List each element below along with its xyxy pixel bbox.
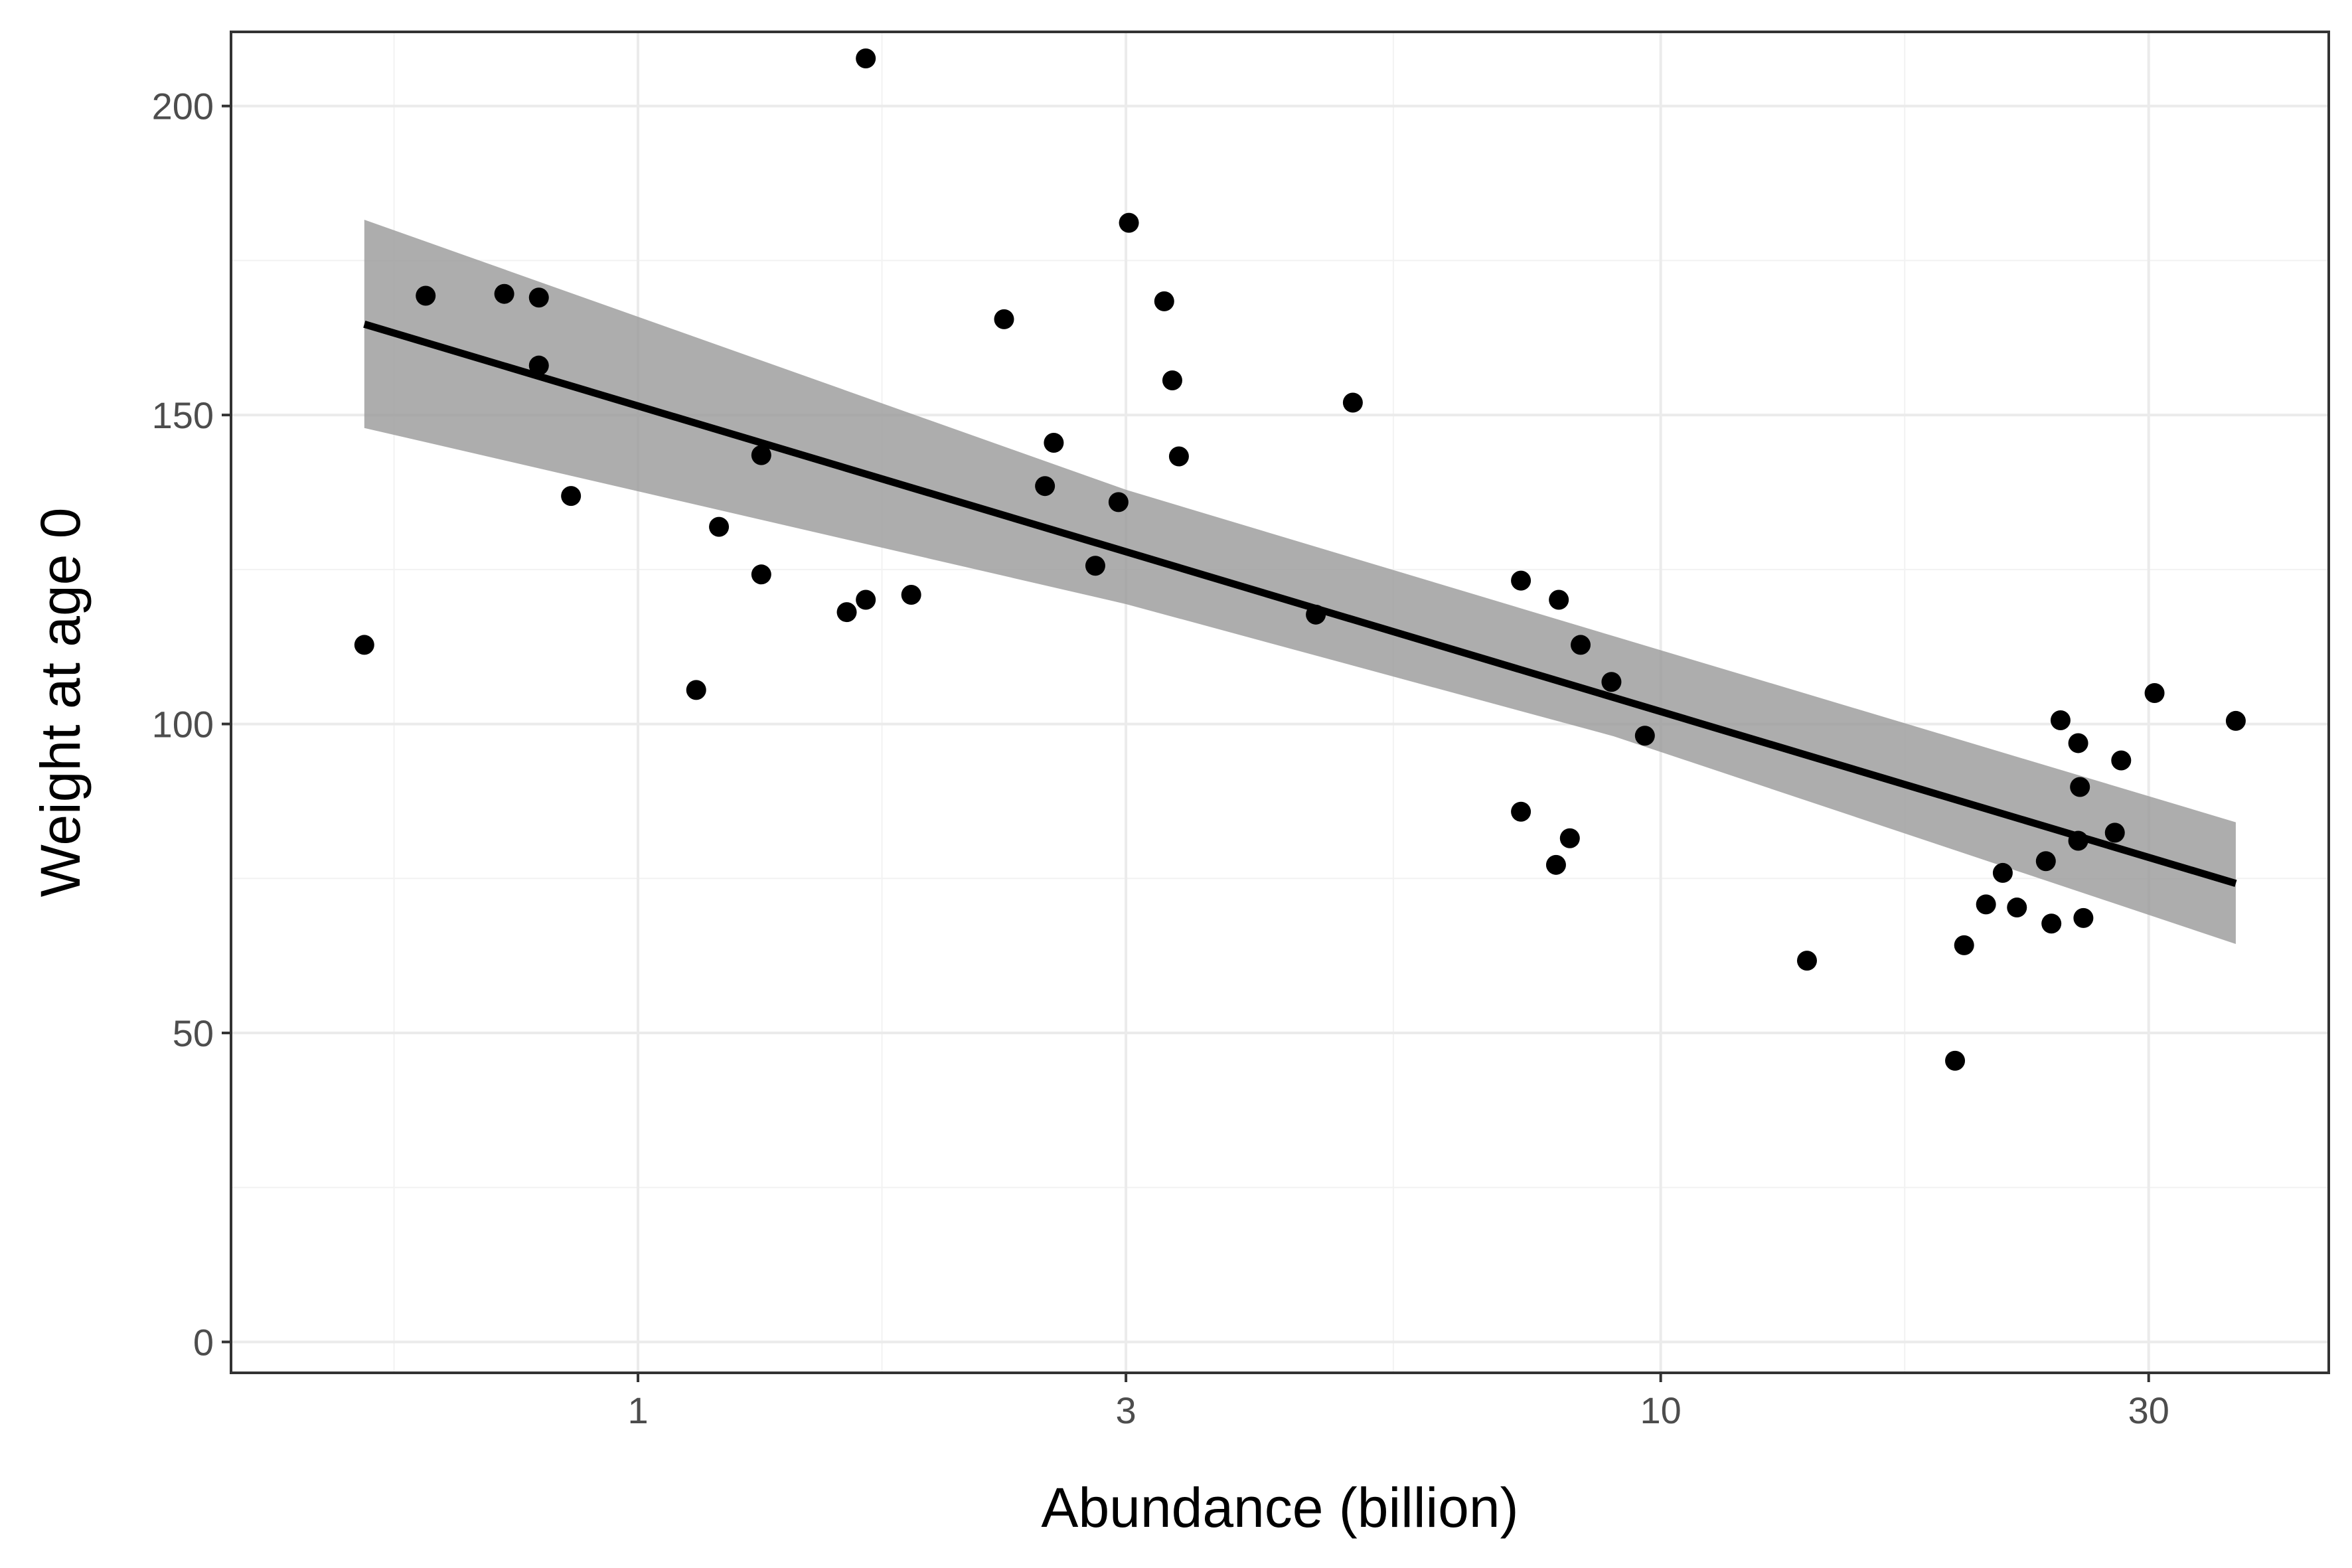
data-point (1992, 862, 2013, 883)
x-axis-ticks: 1 3 10 30 (627, 1373, 2169, 1431)
x-tick-label: 30 (2128, 1389, 2169, 1431)
data-point (836, 602, 857, 623)
data-point (2035, 851, 2056, 872)
data-point (1601, 672, 1622, 692)
data-point (1545, 854, 1566, 875)
y-tick-label: 150 (152, 394, 214, 436)
data-point (1108, 492, 1129, 512)
confidence-band (364, 219, 2236, 944)
data-point (856, 589, 876, 610)
data-point (2111, 750, 2132, 771)
data-point (1954, 935, 1974, 955)
y-tick-label: 100 (152, 704, 214, 745)
data-point (2041, 913, 2062, 934)
y-tick-label: 200 (152, 86, 214, 127)
data-point (1035, 476, 1056, 497)
x-axis-title: Abundance (billion) (1041, 1476, 1518, 1539)
data-point (528, 355, 549, 376)
data-point (2068, 733, 2088, 753)
x-tick-label: 3 (1116, 1389, 1137, 1431)
data-point (2144, 683, 2165, 704)
data-point (1549, 589, 1569, 610)
data-point (1571, 635, 1591, 655)
data-point (1168, 446, 1189, 467)
y-axis-ticks: 0 50 100 150 200 (152, 86, 231, 1363)
data-point (709, 516, 730, 537)
point-layer (354, 48, 2246, 1071)
data-point (1976, 894, 1996, 915)
data-point (1306, 604, 1326, 625)
data-point (1044, 433, 1064, 453)
data-point (1119, 212, 1139, 233)
data-point (751, 445, 771, 465)
panel-border (230, 31, 2330, 1374)
data-point (1796, 951, 1817, 971)
data-point (1342, 392, 1363, 413)
data-point (751, 564, 771, 585)
x-tick-label: 10 (1640, 1389, 1682, 1431)
data-point (561, 486, 582, 507)
data-point (1634, 726, 1655, 746)
data-point (2104, 823, 2125, 843)
data-point (2050, 710, 2071, 730)
data-point (901, 585, 921, 605)
data-point (1085, 556, 1105, 576)
data-point (2070, 777, 2090, 797)
y-tick-label: 50 (173, 1012, 214, 1054)
fit-line (363, 321, 2237, 888)
data-point (2068, 830, 2088, 851)
x-tick-label: 1 (627, 1389, 648, 1431)
data-point (1154, 291, 1174, 311)
y-tick-label: 0 (193, 1321, 214, 1363)
data-point (994, 309, 1014, 329)
data-point (1511, 801, 1531, 822)
y-axis-title: Weight at age 0 (29, 508, 92, 898)
fit-line-layer (363, 321, 2237, 888)
data-point (416, 285, 436, 306)
data-point (1945, 1050, 1966, 1071)
data-point (1162, 370, 1182, 391)
data-point (686, 680, 706, 700)
confidence-band-layer (364, 219, 2236, 944)
data-point (494, 283, 514, 304)
data-point (2225, 710, 2246, 731)
data-point (354, 635, 374, 655)
data-point (528, 287, 549, 308)
data-point (1559, 828, 1580, 848)
data-point (1511, 570, 1531, 591)
data-point (2073, 907, 2094, 928)
data-point (856, 48, 876, 69)
data-point (2007, 898, 2027, 918)
